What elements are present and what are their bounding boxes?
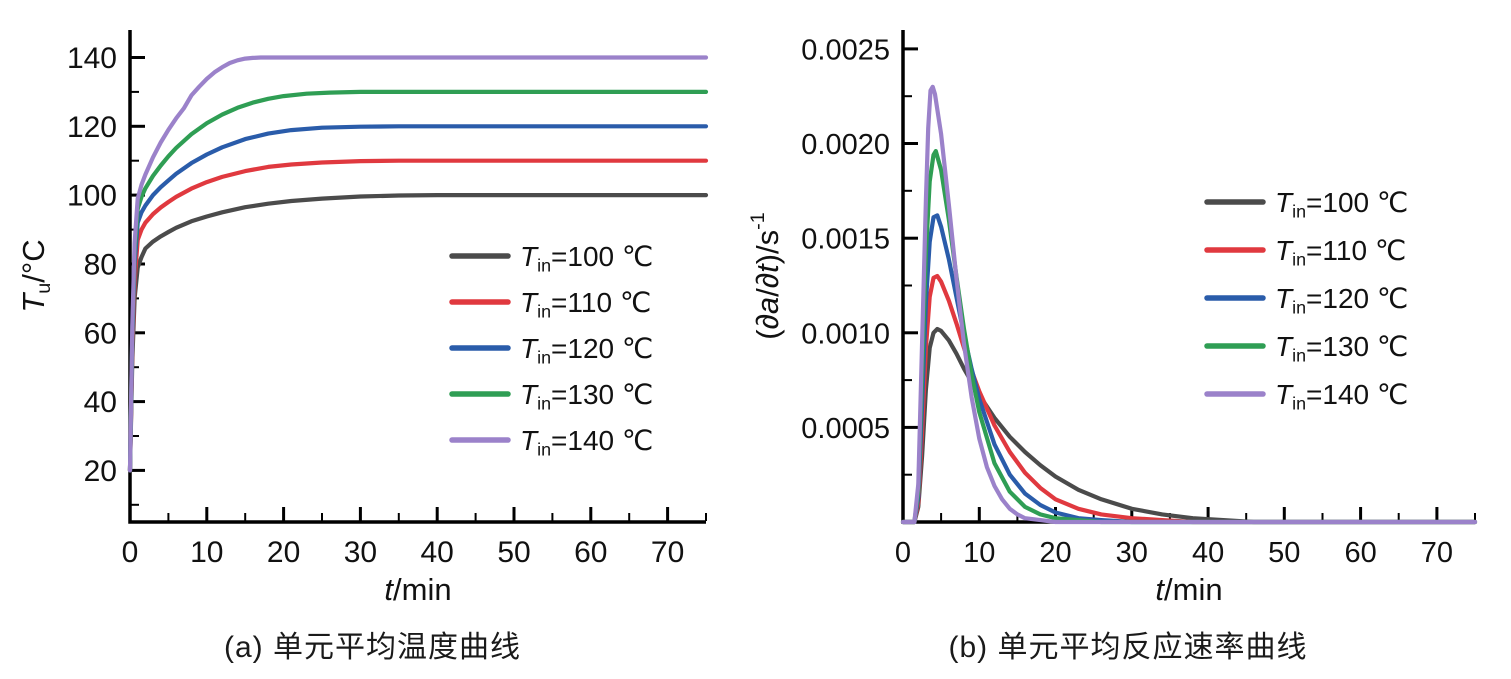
legend: Tin=100 ℃ Tin=110 ℃ Tin=120 ℃ Tin=130 ℃ Tin=… [1204,187,1408,414]
y-tick-label: 0.0015 [801,224,890,256]
caption-b: (b) 单元平均反应速率曲线 [948,631,1308,664]
x-tick-label: 20 [1039,537,1071,569]
x-tick-label: 10 [190,536,223,569]
legend-label: Tin=120 ℃ [520,333,653,368]
series-line [127,158,709,473]
legend-label: Tin=110 ℃ [1275,235,1406,270]
x-tick-label: 40 [1192,537,1224,569]
x-tick-label: 60 [574,536,607,569]
series-line [127,124,709,473]
y-tick-label: 20 [84,455,117,488]
x-tick-label: 50 [1268,537,1300,569]
y-tick-label: 0.0020 [801,129,890,161]
series-line [900,84,1478,525]
x-tick-label: 70 [651,536,684,569]
legend-label: Tin=140 ℃ [520,425,653,460]
y-tick-label: 80 [84,249,117,282]
y-tick-label: 60 [84,317,117,350]
y-tick-label: 120 [67,111,117,144]
figure-b: 0 10 20 30 40 50 60 70 0.0005 0.0010 0.0015 0.0020 0… [745,4,1511,666]
chart-b-canvas: 0 10 20 30 40 50 60 70 0.0005 0.0010 0.0015 0.0020 0… [747,30,1478,607]
legend-label: Tin=100 ℃ [520,241,653,276]
x-tick-label: 0 [122,536,139,569]
x-tick-label: 60 [1344,537,1376,569]
y-axis-label: Tu/°C [16,239,55,312]
series-line [127,89,709,473]
x-tick-label: 20 [267,536,300,569]
y-axis-label: (∂a/∂t)/s-1 [747,212,785,339]
y-tick-label: 0.0025 [801,34,890,66]
y-tick-label: 100 [67,180,117,213]
x-tick-label: 0 [895,537,911,569]
y-tick-label: 40 [84,386,117,419]
axis-spines [128,30,706,524]
caption-a: (a) 单元平均温度曲线 [224,631,521,664]
series-line [127,55,709,473]
legend: Tin=100 ℃ Tin=110 ℃ Tin=120 ℃ Tin=130 ℃ Tin=… [449,241,653,460]
x-axis-label: t/min [1155,572,1222,607]
x-tick-label: 70 [1421,537,1453,569]
y-tick-label: 0.0005 [801,413,890,445]
x-tick-label: 30 [344,536,377,569]
legend-label: Tin=110 ℃ [520,287,651,322]
series-line [127,193,709,473]
legend-label: Tin=140 ℃ [1275,379,1408,414]
figure-a: 0 10 20 30 40 50 60 70 20 40 60 80 100 120 140 t/min Tu/… [0,4,745,666]
x-tick-label: 40 [421,536,454,569]
chart-a-canvas: 0 10 20 30 40 50 60 70 20 40 60 80 100 120 140 t/min Tu/… [16,30,709,607]
x-tick-label: 30 [1116,537,1148,569]
y-tick-label: 0.0010 [801,318,890,350]
legend-label: Tin=100 ℃ [1275,187,1408,222]
x-tick-label: 50 [497,536,530,569]
legend-label: Tin=120 ℃ [1275,283,1408,318]
x-tick-label: 10 [963,537,995,569]
legend-label: Tin=130 ℃ [1275,331,1408,366]
x-axis-label: t/min [384,572,451,607]
y-tick-label: 140 [67,42,117,75]
legend-label: Tin=130 ℃ [520,379,653,414]
